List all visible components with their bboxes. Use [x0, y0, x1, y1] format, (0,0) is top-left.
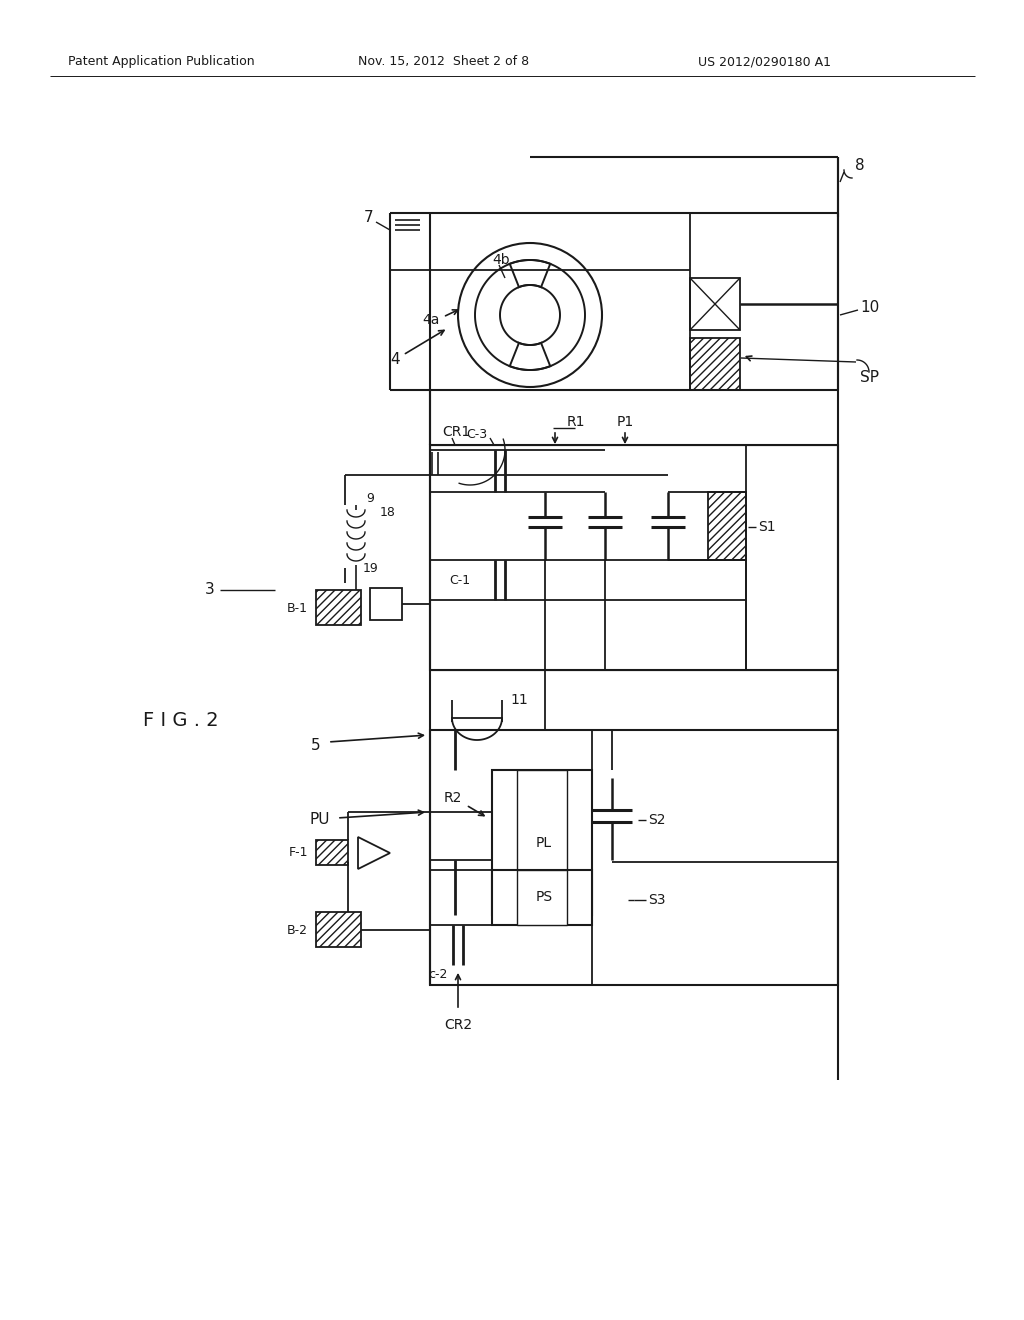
- Text: CR1: CR1: [442, 425, 470, 440]
- Text: R2: R2: [443, 791, 462, 805]
- Text: P1: P1: [616, 414, 634, 429]
- Text: F-1: F-1: [289, 846, 308, 859]
- Bar: [316, 590, 361, 624]
- Bar: [316, 840, 348, 865]
- Bar: [430, 445, 838, 671]
- Text: Patent Application Publication: Patent Application Publication: [68, 55, 255, 69]
- Bar: [517, 770, 567, 915]
- Text: 10: 10: [860, 301, 880, 315]
- Text: C-1: C-1: [449, 573, 470, 586]
- Text: S2: S2: [648, 813, 666, 828]
- Bar: [690, 279, 740, 330]
- Text: SP: SP: [860, 371, 879, 385]
- Text: Nov. 15, 2012  Sheet 2 of 8: Nov. 15, 2012 Sheet 2 of 8: [358, 55, 529, 69]
- Bar: [370, 587, 402, 620]
- Bar: [492, 870, 592, 925]
- Text: PS: PS: [536, 890, 553, 904]
- Text: 19: 19: [362, 561, 379, 574]
- Text: 4: 4: [390, 352, 400, 367]
- Bar: [690, 338, 740, 389]
- Text: 7: 7: [364, 210, 373, 226]
- Text: C-3: C-3: [466, 428, 487, 441]
- Bar: [492, 770, 592, 915]
- Text: 18: 18: [380, 506, 396, 519]
- Text: 5: 5: [310, 738, 319, 752]
- Text: S3: S3: [648, 894, 666, 907]
- Text: 9: 9: [366, 491, 374, 504]
- Text: 4b: 4b: [492, 253, 510, 267]
- Text: B-1: B-1: [287, 602, 308, 615]
- Text: PU: PU: [309, 813, 330, 828]
- Text: R1: R1: [567, 414, 586, 429]
- Text: B-2: B-2: [287, 924, 308, 936]
- Text: 4a: 4a: [423, 313, 440, 327]
- Text: c-2: c-2: [429, 969, 449, 982]
- Text: F I G . 2: F I G . 2: [143, 710, 219, 730]
- Text: 11: 11: [510, 693, 527, 708]
- Bar: [430, 730, 838, 985]
- Bar: [708, 492, 746, 560]
- Text: CR2: CR2: [444, 1018, 472, 1032]
- Text: PL: PL: [536, 836, 552, 850]
- Text: 8: 8: [855, 157, 864, 173]
- Bar: [316, 912, 361, 946]
- Text: S1: S1: [758, 520, 775, 535]
- Text: US 2012/0290180 A1: US 2012/0290180 A1: [698, 55, 831, 69]
- Text: 3: 3: [205, 582, 215, 598]
- Bar: [517, 870, 567, 925]
